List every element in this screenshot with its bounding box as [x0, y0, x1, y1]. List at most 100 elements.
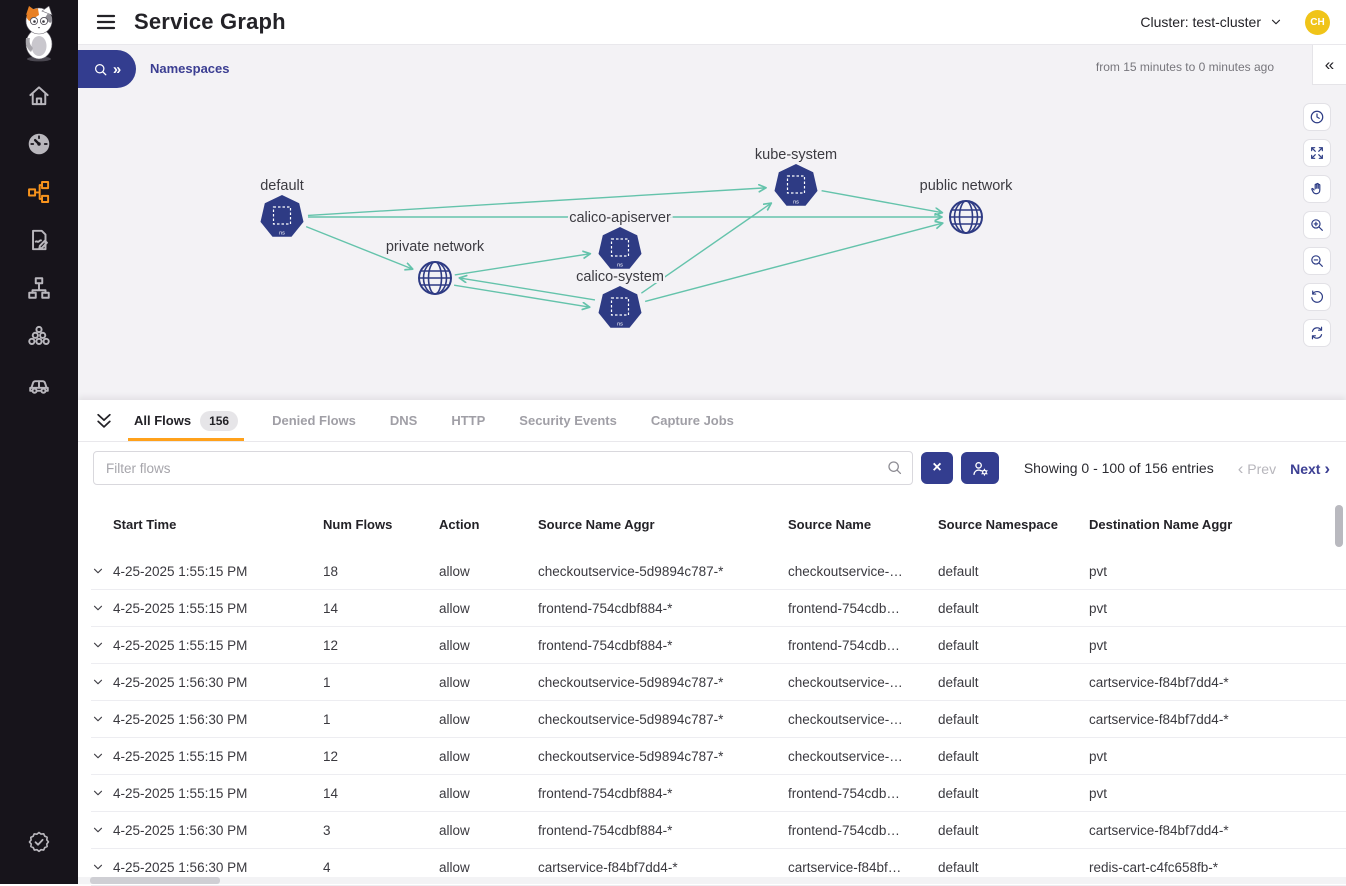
graph-node-label: public network — [920, 178, 1013, 194]
tab-capture-jobs[interactable]: Capture Jobs — [651, 400, 734, 441]
tab-dns[interactable]: DNS — [390, 400, 417, 441]
zoom-out-button[interactable] — [1303, 247, 1331, 275]
zoom-in-button[interactable] — [1303, 211, 1331, 239]
sidebar-item-compliance[interactable] — [0, 818, 78, 866]
column-header-action[interactable]: Action — [439, 516, 480, 532]
table-cell: pvt — [1089, 637, 1108, 653]
row-expand-chevron-icon[interactable] — [91, 564, 105, 578]
search-icon[interactable] — [886, 459, 903, 476]
table-row[interactable]: 4-25-2025 1:56:30 PM 1 allow checkoutservic… — [91, 664, 1346, 701]
reset-view-button[interactable] — [1303, 283, 1331, 311]
column-settings-button[interactable] — [961, 452, 999, 484]
horizontal-scrollbar[interactable] — [90, 877, 220, 884]
table-row[interactable]: 4-25-2025 1:55:15 PM 12 allow checkoutservi… — [91, 738, 1346, 775]
sidebar-item-dashboard[interactable] — [0, 120, 78, 168]
row-expand-chevron-icon[interactable] — [91, 786, 105, 800]
clear-filter-button[interactable]: × — [921, 452, 953, 484]
vertical-scrollbar[interactable] — [1335, 505, 1343, 547]
table-cell: default — [938, 600, 979, 616]
collapse-panel-button[interactable]: « — [1312, 45, 1346, 85]
table-cell: 4-25-2025 1:56:30 PM — [113, 859, 248, 875]
table-cell: allow — [439, 859, 470, 875]
graph-node-public-network[interactable]: public network — [918, 176, 1015, 234]
tab-security-events[interactable]: Security Events — [519, 400, 617, 441]
graph-node-calico-system[interactable]: ns calico-system — [574, 267, 666, 328]
table-cell: cartservice-f84bf7dd4-* — [1089, 711, 1229, 727]
graph-node-label: private network — [386, 239, 485, 255]
table-row[interactable]: 4-25-2025 1:56:30 PM 1 allow checkoutservic… — [91, 701, 1346, 738]
row-expand-chevron-icon[interactable] — [91, 712, 105, 726]
column-header-destination-name-aggr[interactable]: Destination Name Aggr — [1089, 516, 1233, 532]
table-cell: 3 — [323, 822, 331, 838]
table-row[interactable]: 4-25-2025 1:55:15 PM 14 allow frontend-754c… — [91, 775, 1346, 812]
column-header-source-namespace[interactable]: Source Namespace — [938, 516, 1058, 532]
graph-node-label: kube-system — [755, 147, 837, 163]
sidebar-item-recommendations[interactable] — [0, 360, 78, 408]
sidebar-item-service-graph[interactable] — [0, 168, 78, 216]
row-expand-chevron-icon[interactable] — [91, 675, 105, 689]
table-body: 4-25-2025 1:55:15 PM 18 allow checkoutservi… — [91, 553, 1346, 886]
table-cell: checkoutservice-… — [788, 748, 903, 764]
pan-button[interactable] — [1303, 175, 1331, 203]
graph-node-kube-system[interactable]: ns kube-system — [753, 145, 839, 206]
row-expand-chevron-icon[interactable] — [91, 638, 105, 652]
table-cell: allow — [439, 711, 470, 727]
row-expand-chevron-icon[interactable] — [91, 749, 105, 763]
table-cell: 1 — [323, 674, 331, 690]
refresh-button[interactable] — [1303, 319, 1331, 347]
svg-text:ns: ns — [617, 263, 623, 269]
table-row[interactable]: 4-25-2025 1:56:30 PM 3 allow frontend-754cd… — [91, 812, 1346, 849]
calico-cat-logo[interactable] — [16, 5, 62, 64]
table-row[interactable]: 4-25-2025 1:55:15 PM 18 allow checkoutservi… — [91, 553, 1346, 590]
column-header-source-name-aggr[interactable]: Source Name Aggr — [538, 516, 655, 532]
row-expand-chevron-icon[interactable] — [91, 860, 105, 874]
sidebar-item-policies[interactable] — [0, 216, 78, 264]
main: Service Graph Cluster: test-cluster CH n… — [78, 0, 1346, 886]
tab-badge: 156 — [200, 410, 239, 431]
sidebar-item-home[interactable] — [0, 72, 78, 120]
table-cell: cartservice-f84bf7dd4-* — [1089, 674, 1229, 690]
table-cell: default — [938, 748, 979, 764]
fit-to-screen-button[interactable] — [1303, 139, 1331, 167]
column-header-source-name[interactable]: Source Name — [788, 516, 872, 532]
pagination-status: Showing 0 - 100 of 156 entries — [1023, 460, 1214, 476]
table-cell: pvt — [1089, 785, 1108, 801]
double-chevron-down-icon[interactable] — [94, 411, 114, 431]
column-header-num-flows[interactable]: Num Flows — [323, 516, 393, 532]
next-page-button[interactable]: Next › — [1290, 458, 1330, 478]
cluster-selector[interactable]: Cluster: test-cluster — [1140, 14, 1283, 30]
graph-node-default[interactable]: ns default — [258, 176, 306, 237]
tab-http[interactable]: HTTP — [451, 400, 485, 441]
table-cell: pvt — [1089, 600, 1108, 616]
tab-label: HTTP — [451, 413, 486, 428]
table-row[interactable]: 4-25-2025 1:55:15 PM 14 allow frontend-754c… — [91, 590, 1346, 627]
row-expand-chevron-icon[interactable] — [91, 823, 105, 837]
table-cell: cartservice-f84bf… — [788, 859, 902, 875]
sidebar-item-network[interactable] — [0, 264, 78, 312]
graph-search-pill[interactable]: » — [78, 50, 136, 88]
filter-flows-input[interactable] — [93, 451, 913, 485]
table-cell: 4-25-2025 1:56:30 PM — [113, 711, 248, 727]
column-header-start-time[interactable]: Start Time — [113, 516, 177, 532]
table-row[interactable]: 4-25-2025 1:55:15 PM 12 allow frontend-754c… — [91, 627, 1346, 664]
table-cell: 4-25-2025 1:56:30 PM — [113, 674, 248, 690]
sidebar-item-components[interactable] — [0, 312, 78, 360]
table-cell: checkoutservice-5d9894c787-* — [538, 563, 724, 579]
tab-denied-flows[interactable]: Denied Flows — [272, 400, 356, 441]
table-cell: allow — [439, 674, 470, 690]
graph-node-private-network[interactable]: private network — [384, 237, 487, 295]
table-cell: 4-25-2025 1:55:15 PM — [113, 600, 248, 616]
app-header: Service Graph Cluster: test-cluster CH — [78, 0, 1346, 44]
tree-icon — [26, 275, 52, 301]
hamburger-menu-icon[interactable] — [94, 10, 118, 34]
table-cell: allow — [439, 637, 470, 653]
prev-page-button[interactable]: ‹ Prev — [1237, 458, 1277, 478]
avatar[interactable]: CH — [1305, 9, 1330, 35]
tab-all-flows[interactable]: All Flows 156 — [127, 400, 245, 441]
row-expand-chevron-icon[interactable] — [91, 601, 105, 615]
pager: ‹ Prev Next › — [1238, 460, 1330, 477]
time-range-button[interactable] — [1303, 103, 1331, 131]
user-gear-icon — [971, 459, 990, 478]
breadcrumb-namespaces[interactable]: Namespaces — [150, 61, 230, 76]
graph-node-calico-apiserver[interactable]: ns calico-apiserver — [567, 208, 673, 269]
